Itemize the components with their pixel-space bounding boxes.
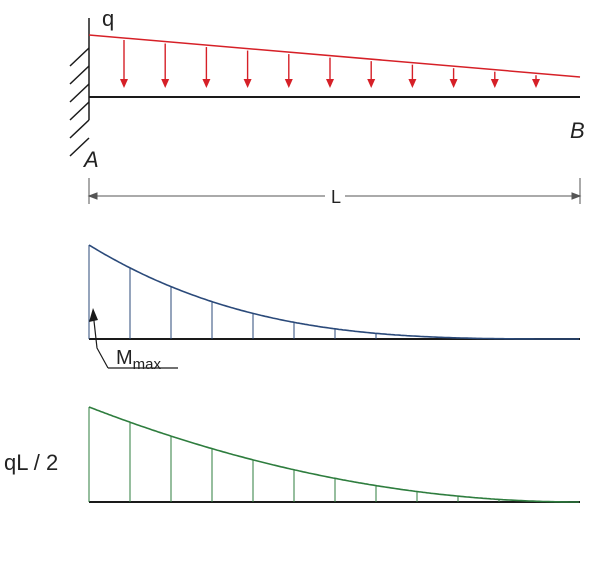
load-arrow-head bbox=[284, 79, 293, 88]
mmax-subscript: max bbox=[133, 356, 162, 373]
load-arrow-head bbox=[367, 79, 376, 88]
support-label-b: B bbox=[570, 118, 585, 143]
load-arrow-head bbox=[449, 79, 458, 88]
mmax-main: M bbox=[116, 347, 133, 369]
mmax-arrowhead bbox=[89, 308, 98, 322]
moment-curve bbox=[88, 244, 579, 340]
load-line bbox=[88, 34, 581, 78]
span-label: L bbox=[331, 187, 341, 207]
shear-ordinates bbox=[88, 407, 541, 502]
shear-curve bbox=[88, 406, 579, 503]
moment-diagram bbox=[88, 244, 580, 340]
span-dimension bbox=[87, 178, 582, 204]
load-label: q bbox=[102, 6, 114, 31]
distributed-load bbox=[88, 34, 581, 88]
mmax-label: Mmax bbox=[116, 347, 162, 373]
load-arrow-head bbox=[161, 79, 170, 88]
mmax-leader bbox=[92, 311, 178, 369]
support-label-a: A bbox=[82, 147, 99, 172]
load-arrow-head bbox=[532, 79, 540, 88]
load-arrow-head bbox=[120, 79, 128, 88]
fixed-support-wall bbox=[69, 18, 90, 157]
load-arrow-head bbox=[243, 79, 252, 88]
shear-diagram bbox=[88, 406, 580, 503]
shear-value-label: qL / 2 bbox=[4, 450, 58, 475]
load-arrow-head bbox=[490, 79, 499, 88]
load-arrow-head bbox=[408, 79, 417, 88]
moment-ordinates bbox=[88, 245, 377, 339]
load-arrow-head bbox=[326, 79, 334, 88]
load-arrows bbox=[120, 39, 540, 88]
load-arrow-head bbox=[202, 79, 211, 88]
